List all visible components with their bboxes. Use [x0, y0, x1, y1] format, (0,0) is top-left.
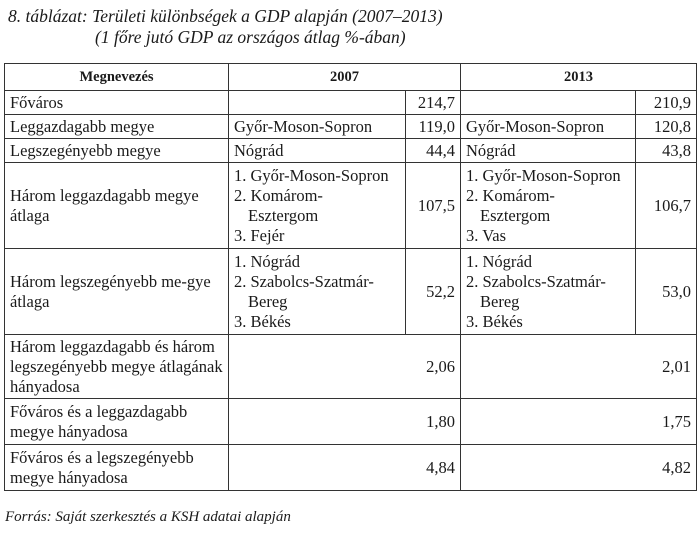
table-row: Főváros 214,7 210,9 [4, 90, 697, 115]
value-2007: 107,5 [405, 162, 461, 249]
caption-title: 8. táblázat: Területi különbségek a GDP … [8, 6, 443, 26]
region-list-2013: 1. Nógrád 2. Szabolcs-Szatmár- Bereg 3. … [460, 248, 636, 335]
row-label: Három legszegényebb me-gye átlaga [4, 248, 229, 335]
row-label: Legszegényebb megye [4, 138, 229, 163]
region-list-item: 3. Vas [466, 225, 507, 245]
region-list-2007: 1. Nógrád 2. Szabolcs-Szatmár- Bereg 3. … [228, 248, 406, 335]
region-list-item: 1. Nógrád [466, 251, 532, 271]
region-list-item: 2. Szabolcs-Szatmár- [466, 271, 606, 291]
gdp-table: Megnevezés 2007 2013 Főváros 214,7 210,9… [4, 63, 697, 491]
value-2007: 119,0 [405, 114, 461, 139]
region-list-item: Bereg [248, 291, 288, 311]
header-2013: 2013 [460, 63, 697, 91]
header-row: Megnevezés 2007 2013 [4, 63, 697, 91]
table-row: Leggazdagabb megye Győr-Moson-Sopron 119… [4, 114, 697, 139]
row-label: Főváros [4, 90, 229, 115]
region-list-item: 3. Békés [466, 311, 523, 331]
row-label: Három leggazdagabb és három legszegényeb… [4, 334, 229, 399]
table-row: Főváros és a legszegényebb megye hányado… [4, 444, 697, 491]
value-2013: 210,9 [635, 90, 697, 115]
region-list-item: 2. Szabolcs-Szatmár- [234, 271, 374, 291]
value-2013: 1,75 [460, 398, 697, 445]
value-2013: 120,8 [635, 114, 697, 139]
table-row: Három legszegényebb me-gye átlaga 1. Nóg… [4, 248, 697, 335]
row-label: Leggazdagabb megye [4, 114, 229, 139]
region-list-item: 1. Győr-Moson-Sopron [466, 165, 621, 185]
value-2007: 1,80 [228, 398, 461, 445]
source-note: Forrás: Saját szerkesztés a KSH adatai a… [5, 509, 291, 525]
value-2013: 43,8 [635, 138, 697, 163]
table-row: Három leggazdagabb megye átlaga 1. Győr-… [4, 162, 697, 249]
table-row: Főváros és a leggazdagabb megye hányados… [4, 398, 697, 445]
region-list-item: Esztergom [248, 205, 319, 225]
value-2007: 4,84 [228, 444, 461, 491]
region-2013: Győr-Moson-Sopron [460, 114, 636, 139]
value-2007: 2,06 [228, 334, 461, 399]
row-label: Főváros és a leggazdagabb megye hányados… [4, 398, 229, 445]
region-list-item: 3. Békés [234, 311, 291, 331]
region-list-item: 3. Fejér [234, 225, 285, 245]
value-2013: 106,7 [635, 162, 697, 249]
region-2007: Győr-Moson-Sopron [228, 114, 406, 139]
region-list-item: Esztergom [480, 205, 551, 225]
row-label: Főváros és a legszegényebb megye hányado… [4, 444, 229, 491]
value-2007: 52,2 [405, 248, 461, 335]
region-list-item: 2. Komárom- [466, 185, 555, 205]
region-list-item: 1. Győr-Moson-Sopron [234, 165, 389, 185]
row-label: Három leggazdagabb megye átlaga [4, 162, 229, 249]
value-2007: 214,7 [405, 90, 461, 115]
region-list-item: Bereg [480, 291, 520, 311]
header-name: Megnevezés [4, 63, 229, 91]
caption-subtitle: (1 főre jutó GDP az országos átlag %-ába… [95, 27, 406, 47]
table-row: Három leggazdagabb és három legszegényeb… [4, 334, 697, 399]
region-2007 [228, 90, 406, 115]
region-list-item: 2. Komárom- [234, 185, 323, 205]
region-2007: Nógrád [228, 138, 406, 163]
region-2013 [460, 90, 636, 115]
table-row: Legszegényebb megye Nógrád 44,4 Nógrád 4… [4, 138, 697, 163]
table-caption: 8. táblázat: Területi különbségek a GDP … [8, 6, 698, 48]
value-2007: 44,4 [405, 138, 461, 163]
header-2007: 2007 [228, 63, 461, 91]
region-list-2013: 1. Győr-Moson-Sopron 2. Komárom- Eszterg… [460, 162, 636, 249]
region-list-item: 1. Nógrád [234, 251, 300, 271]
region-list-2007: 1. Győr-Moson-Sopron 2. Komárom- Eszterg… [228, 162, 406, 249]
value-2013: 2,01 [460, 334, 697, 399]
value-2013: 4,82 [460, 444, 697, 491]
value-2013: 53,0 [635, 248, 697, 335]
region-2013: Nógrád [460, 138, 636, 163]
